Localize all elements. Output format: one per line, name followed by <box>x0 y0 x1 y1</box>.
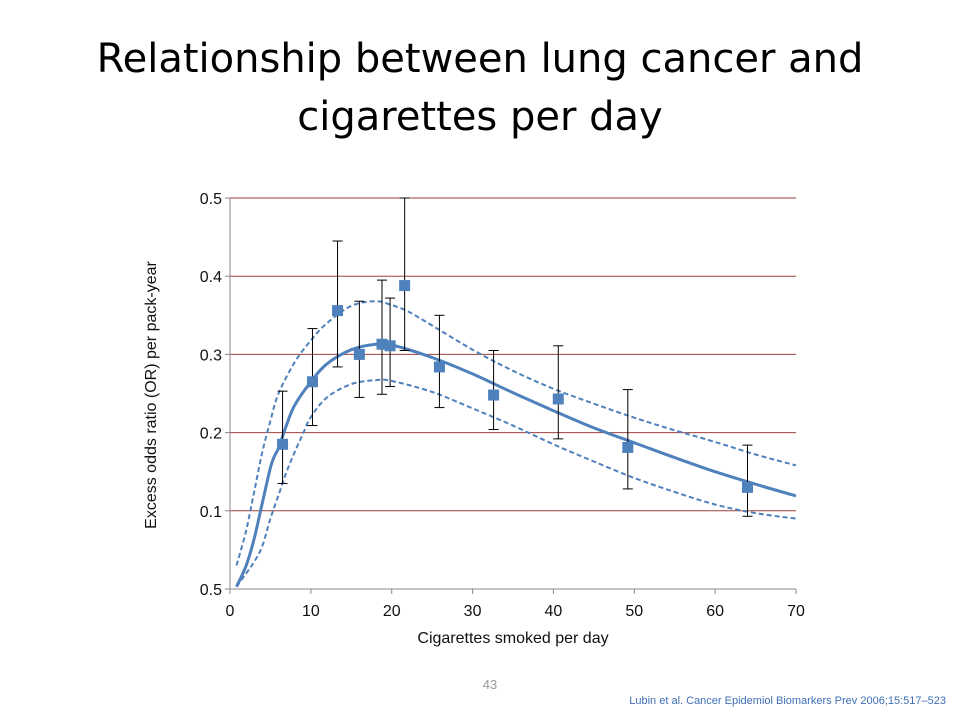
data-point <box>376 338 388 350</box>
data-point <box>622 441 634 453</box>
x-tick-label: 40 <box>545 603 563 620</box>
citation: Lubin et al. Cancer Epidemiol Biomarkers… <box>629 695 946 707</box>
data-point <box>488 389 500 401</box>
data-point <box>399 280 411 292</box>
data-point <box>433 361 445 373</box>
y-tick-label: 0.3 <box>200 347 222 364</box>
x-tick-label: 70 <box>787 603 805 620</box>
data-point <box>741 481 753 493</box>
fit-curve <box>235 342 797 588</box>
error-bar <box>553 345 564 440</box>
x-tick-label: 60 <box>706 603 724 620</box>
x-tick-label: 0 <box>226 603 235 620</box>
confidence-band <box>235 300 797 588</box>
slide-title: Relationship between lung cancer and cig… <box>0 30 960 146</box>
data-point <box>384 340 396 352</box>
data-point <box>306 376 318 388</box>
error-bar <box>399 197 410 351</box>
x-tick-label: 30 <box>464 603 482 620</box>
y-tick-label: 0.5 <box>200 191 222 208</box>
gridlines <box>230 197 796 512</box>
data-point <box>332 305 344 317</box>
error-bar <box>277 390 288 484</box>
x-axis-label: Cigarettes smoked per day <box>417 630 609 647</box>
error-bar <box>622 389 633 490</box>
y-tick-label: 0.4 <box>200 269 222 286</box>
x-tick-labels: 0 10 20 30 40 50 60 70 <box>226 603 805 620</box>
error-bars <box>277 197 753 517</box>
error-bar <box>332 240 343 368</box>
fit-curve-group <box>235 342 797 588</box>
slide-title-line-2: cigarettes per day <box>297 94 663 140</box>
y-tick-label: 0.2 <box>200 426 222 443</box>
data-point <box>277 438 289 450</box>
error-bar <box>742 444 753 517</box>
data-point <box>353 348 365 360</box>
x-tick-label: 10 <box>302 603 320 620</box>
x-tick-label: 50 <box>625 603 643 620</box>
lower-ci-curve <box>235 378 797 588</box>
y-tick-label: 0.1 <box>200 504 222 521</box>
y-axis-label: Excess odds ratio (OR) per pack-year <box>143 261 160 529</box>
error-bar <box>377 279 388 395</box>
upper-ci-curve <box>235 300 797 566</box>
page-number: 43 <box>482 677 498 692</box>
slide-title-line-1: Relationship between lung cancer and <box>96 36 864 82</box>
x-tick-label: 20 <box>383 603 401 620</box>
axes <box>225 197 797 594</box>
data-points <box>277 280 753 493</box>
y-tick-labels: 0.5 0.1 0.2 0.3 0.4 0.5 <box>200 191 222 599</box>
y-tick-label: 0.5 <box>200 582 222 599</box>
data-point <box>552 393 564 405</box>
